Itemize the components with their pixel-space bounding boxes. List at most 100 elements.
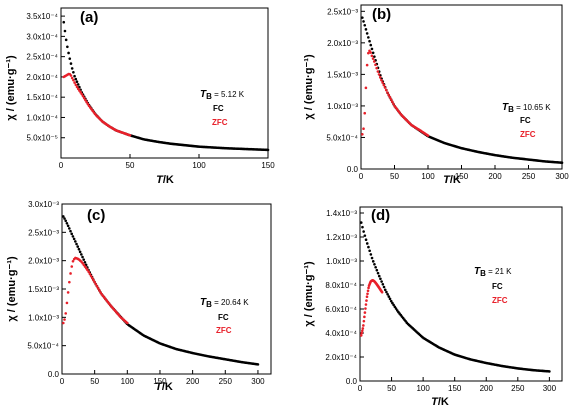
x-tick-label: 0 [60, 377, 65, 386]
y-tick-label: 2.0x10⁻⁴ [325, 353, 357, 362]
data-point [68, 227, 71, 230]
data-point [75, 80, 79, 84]
y-tick-label: 2.0x10⁻³ [327, 39, 358, 48]
data-point [71, 235, 75, 238]
data-point [368, 249, 371, 253]
legend-zfc: ZFC [520, 130, 536, 139]
data-point [371, 57, 375, 60]
y-axis-label: χ / (emu·g⁻¹) [6, 256, 18, 322]
data-point [66, 45, 69, 49]
x-tick-label: 50 [387, 384, 396, 393]
x-tick-label: 250 [219, 377, 233, 386]
data-point [266, 148, 270, 152]
data-point [365, 32, 369, 35]
data-point [361, 16, 364, 19]
data-point [380, 280, 383, 283]
data-point [374, 63, 377, 67]
y-tick-label: 5.0x10⁻⁴ [27, 342, 59, 351]
data-point [87, 270, 90, 274]
data-point [74, 240, 77, 243]
x-tick-label: 200 [480, 384, 494, 393]
panel-1: 0 50 100 150 5.0x10⁻⁵ 1.0x10⁻⁴ 1.5x10⁻⁴ 2.0x10⁻… [5, 7, 275, 186]
y-tick-label: 5.0x10⁻⁴ [326, 133, 358, 142]
data-point [90, 276, 94, 280]
y-axis-label: χ / (emu·g⁻¹) [303, 261, 315, 327]
data-point [92, 278, 95, 282]
data-point [390, 100, 394, 103]
data-point [363, 23, 367, 27]
panel-label: (d) [371, 207, 390, 224]
data-point [70, 76, 74, 80]
data-point [363, 234, 367, 237]
data-point [385, 290, 388, 294]
data-point [75, 85, 79, 89]
data-point [368, 39, 371, 43]
data-point [375, 268, 379, 272]
data-point [68, 57, 72, 60]
x-tick-label: 0 [358, 384, 363, 393]
x-tick-label: 100 [121, 377, 135, 386]
y-tick-label: 3.0x10⁻⁴ [26, 32, 58, 41]
y-tick-label: 0.0 [48, 370, 60, 379]
data-point [362, 324, 365, 327]
y-tick-label: 2.5x10⁻⁴ [26, 53, 58, 62]
y-axis-label: χ / (emu·g⁻¹) [303, 54, 315, 120]
data-point [364, 303, 368, 306]
data-point [365, 295, 369, 299]
data-point [82, 96, 86, 100]
x-tick-label: 250 [511, 384, 525, 393]
data-point [94, 283, 98, 286]
data-point [63, 29, 67, 33]
data-point [389, 299, 393, 303]
data-point [63, 217, 66, 220]
data-point [376, 70, 380, 73]
data-point [70, 67, 74, 70]
x-tick-label: 150 [153, 377, 167, 386]
legend-fc: FC [520, 116, 531, 125]
plot-frame [60, 7, 269, 159]
y-tick-label: 0.0 [346, 377, 358, 386]
x-tick-label: 50 [126, 161, 135, 170]
series-fc [62, 215, 260, 366]
series-fc [359, 221, 551, 373]
y-tick-label: 2.5x10⁻³ [327, 7, 358, 16]
x-tick-label: 300 [543, 384, 557, 393]
data-point [80, 253, 83, 256]
data-point [365, 63, 369, 67]
data-point [367, 36, 370, 39]
series-zfc [62, 72, 132, 137]
data-point [362, 319, 366, 323]
data-point [364, 238, 368, 242]
data-point [371, 260, 375, 263]
data-point [69, 229, 72, 233]
data-point [367, 245, 370, 249]
series-fc [62, 20, 270, 152]
data-point [361, 225, 364, 229]
x-tick-label: 250 [522, 172, 536, 181]
data-point [372, 60, 376, 63]
data-point [369, 43, 373, 47]
data-point [126, 321, 129, 325]
data-point [76, 245, 80, 248]
y-tick-label: 5.0x10⁻⁵ [26, 134, 58, 143]
y-tick-label: 8.0x10⁻⁴ [325, 281, 357, 290]
y-tick-label: 1.0x10⁻³ [327, 102, 358, 111]
data-point [78, 250, 82, 254]
data-point [81, 255, 84, 259]
panel-4: 0 50 100 150 200 250 300 0.0 2.0x10⁻⁴ 4.0x10⁻⁴ 6.0… [303, 206, 563, 408]
x-axis-label: T/K [443, 174, 461, 186]
y-tick-label: 1.4x10⁻³ [326, 209, 357, 218]
y-tick-label: 2.0x10⁻³ [28, 257, 59, 266]
data-point [359, 221, 363, 224]
x-tick-label: 0 [59, 161, 64, 170]
y-tick-label: 1.0x10⁻³ [28, 313, 59, 322]
data-point [362, 127, 365, 130]
x-axis-label: T/K [155, 381, 173, 393]
data-point [81, 94, 85, 98]
data-point [363, 111, 367, 115]
data-point [67, 51, 70, 55]
data-point [367, 51, 370, 55]
legend-fc: FC [492, 282, 503, 291]
y-tick-label: 1.0x10⁻³ [326, 257, 357, 266]
data-point [70, 265, 74, 268]
